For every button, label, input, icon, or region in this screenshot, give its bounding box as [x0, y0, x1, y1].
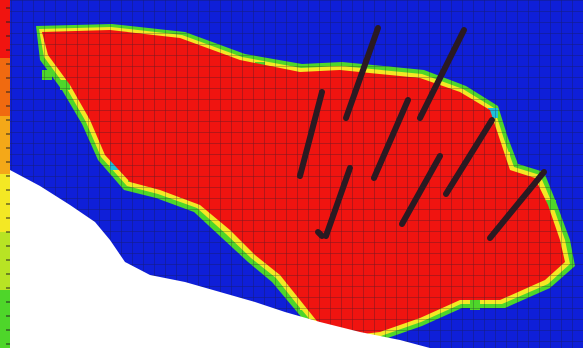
well-trajectory	[323, 165, 353, 239]
well-trajectory	[371, 97, 411, 181]
well-trajectory	[443, 117, 495, 197]
well-trajectory	[343, 25, 381, 121]
color-scale-bar	[0, 0, 10, 348]
well-trajectory	[315, 229, 325, 239]
well-trajectory	[417, 27, 467, 121]
terrain-cutout	[10, 170, 430, 348]
well-trajectory	[487, 169, 547, 241]
color-scale-band	[0, 0, 10, 59]
color-scale-band	[0, 58, 10, 117]
well-trajectory	[399, 153, 443, 227]
well-trajectory	[297, 89, 325, 179]
well-trajectories	[297, 25, 547, 241]
color-scale-band	[0, 290, 10, 348]
color-scale-band	[0, 174, 10, 233]
color-scale-band	[0, 116, 10, 175]
color-scale-band	[0, 232, 10, 291]
